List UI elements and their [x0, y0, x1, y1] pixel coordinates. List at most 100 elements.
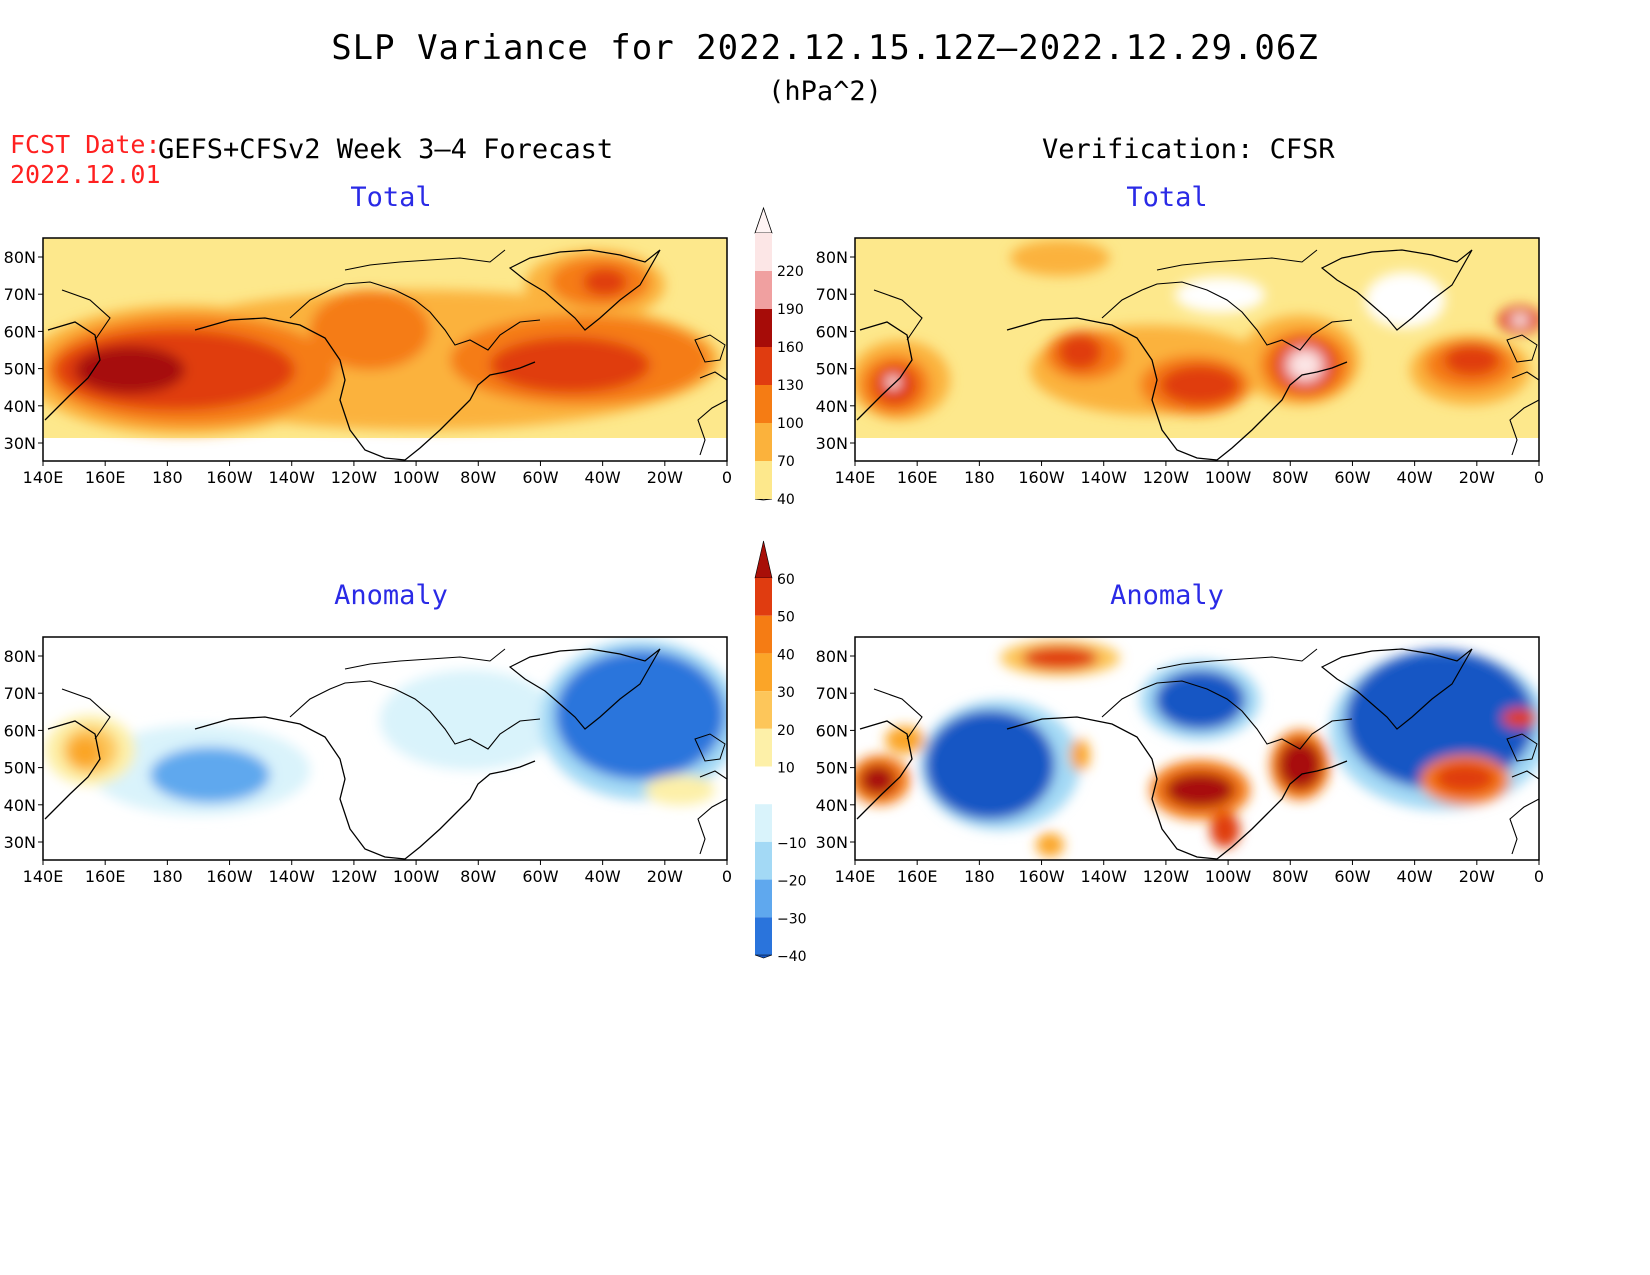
lon-label: 140W [1081, 867, 1128, 886]
colorbar-total-swatch [755, 233, 772, 271]
colorbar-anomaly-lower-tip [754, 954, 773, 959]
colorbar-anomaly-label: 50 [777, 610, 795, 626]
lon-label: 60W [522, 867, 558, 886]
verification-anomaly-frame [854, 636, 1540, 861]
lat-label: 50N [816, 360, 848, 379]
colorbar-anomaly-swatch [755, 691, 772, 729]
lat-label: 30N [4, 833, 36, 852]
lon-label: 180 [152, 468, 183, 487]
colorbar-total-label: 130 [777, 378, 804, 394]
lon-label: 120W [331, 867, 378, 886]
lat-label: 40N [816, 397, 848, 416]
colorbar-anomaly-label: −20 [777, 874, 807, 890]
lon-label: 160E [897, 468, 938, 487]
colorbar-total-label: 100 [777, 416, 804, 432]
fcst-anomaly-title: Anomaly [334, 580, 448, 611]
colorbar-anomaly-swatch [755, 917, 772, 955]
main-title: SLP Variance for 2022.12.15.12Z–2022.12.… [331, 28, 1319, 68]
lon-label: 180 [964, 468, 995, 487]
lon-label: 120W [331, 468, 378, 487]
colorbar-total-swatch [755, 423, 772, 461]
colorbar-anomaly: 60 50 40 30 20 10 −10 −20 −30 −40 [754, 540, 807, 965]
units-label: (hPa^2) [768, 76, 882, 107]
lon-label: 160W [206, 468, 253, 487]
lon-label: 100W [393, 867, 440, 886]
lon-label: 0 [722, 867, 732, 886]
ver-total-title: Total [1126, 182, 1208, 213]
colorbar-anomaly-label: 60 [777, 572, 795, 588]
forecast-total-frame [42, 237, 728, 462]
verification-total-map [855, 238, 1539, 461]
lon-label: 160E [85, 468, 126, 487]
fcst-date-label: FCST Date: 2022.12.01 [10, 130, 161, 190]
fcst-label: FCST Date: [10, 130, 161, 159]
lon-label: 160W [1018, 468, 1065, 487]
lon-label: 140E [23, 867, 64, 886]
colorbar-anomaly-label: 20 [777, 723, 795, 739]
lon-label: 140E [23, 468, 64, 487]
colorbar-total-lower-tip [754, 498, 773, 501]
colorbar-total-swatch [755, 461, 772, 499]
colorbar-total-label: 40 [777, 492, 795, 508]
lat-label: 50N [4, 360, 36, 379]
colorbar-anomaly-swatch [755, 578, 772, 616]
lon-label: 120W [1143, 468, 1190, 487]
lat-label: 70N [816, 684, 848, 703]
ver-anomaly-title: Anomaly [1110, 580, 1224, 611]
colorbar-anomaly-swatch [755, 615, 772, 654]
lat-label: 40N [4, 796, 36, 815]
lon-label: 20W [647, 867, 683, 886]
colorbar-total-label: 70 [777, 454, 795, 470]
lat-label: 30N [4, 434, 36, 453]
colorbar-anomaly-swatch [755, 728, 772, 767]
lon-label: 160W [206, 867, 253, 886]
lat-label: 50N [4, 759, 36, 778]
colorbar-anomaly-label: 40 [777, 647, 795, 663]
lat-label: 40N [4, 397, 36, 416]
lat-label: 50N [816, 759, 848, 778]
lat-label: 40N [816, 796, 848, 815]
forecast-total-map [43, 238, 727, 461]
lat-label: 70N [816, 285, 848, 304]
lon-label: 60W [1334, 867, 1370, 886]
colorbar-total-label: 190 [777, 302, 804, 318]
colorbar-total-swatch [755, 385, 772, 423]
lat-label: 60N [816, 322, 848, 341]
lat-label: 80N [816, 647, 848, 666]
lon-label: 140W [1081, 468, 1128, 487]
verification-total-frame [854, 237, 1540, 462]
colorbar-anomaly-label: 30 [777, 685, 795, 701]
colorbar-anomaly-label: 10 [777, 761, 795, 777]
lon-label: 80W [1272, 867, 1308, 886]
lon-label: 80W [1272, 468, 1308, 487]
lat-label: 30N [816, 434, 848, 453]
colorbar-total-label: 220 [777, 264, 804, 280]
lon-label: 100W [393, 468, 440, 487]
lon-label: 40W [1397, 867, 1433, 886]
lon-label: 80W [460, 468, 496, 487]
lon-label: 60W [522, 468, 558, 487]
colorbar-anomaly-swatch [755, 841, 772, 880]
colorbar-anomaly-swatch [755, 653, 772, 692]
lon-label: 140W [269, 468, 316, 487]
forecast-anomaly-frame [42, 636, 728, 861]
lon-label: 160E [85, 867, 126, 886]
colorbar-anomaly-upper-tip [754, 540, 773, 579]
lon-label: 40W [585, 468, 621, 487]
lon-label: 20W [647, 468, 683, 487]
colorbar-anomaly-swatch [755, 879, 772, 918]
colorbar-total-label: 160 [777, 340, 804, 356]
lon-label: 20W [1459, 468, 1495, 487]
verification-anomaly-map [855, 637, 1539, 860]
colorbar-anomaly-swatch [755, 766, 772, 805]
lon-label: 40W [585, 867, 621, 886]
lat-label: 30N [816, 833, 848, 852]
lat-label: 80N [4, 248, 36, 267]
map-axes: 80N 70N 60N 50N 40N 30N 140E 160E 180 160W 140W 120… [4, 248, 1544, 886]
colorbar-anomaly-swatch [755, 804, 772, 842]
lat-label: 80N [4, 647, 36, 666]
lat-label: 60N [4, 322, 36, 341]
colorbar-anomaly-label: −30 [777, 911, 807, 927]
lon-label: 160E [897, 867, 938, 886]
lon-label: 80W [460, 867, 496, 886]
